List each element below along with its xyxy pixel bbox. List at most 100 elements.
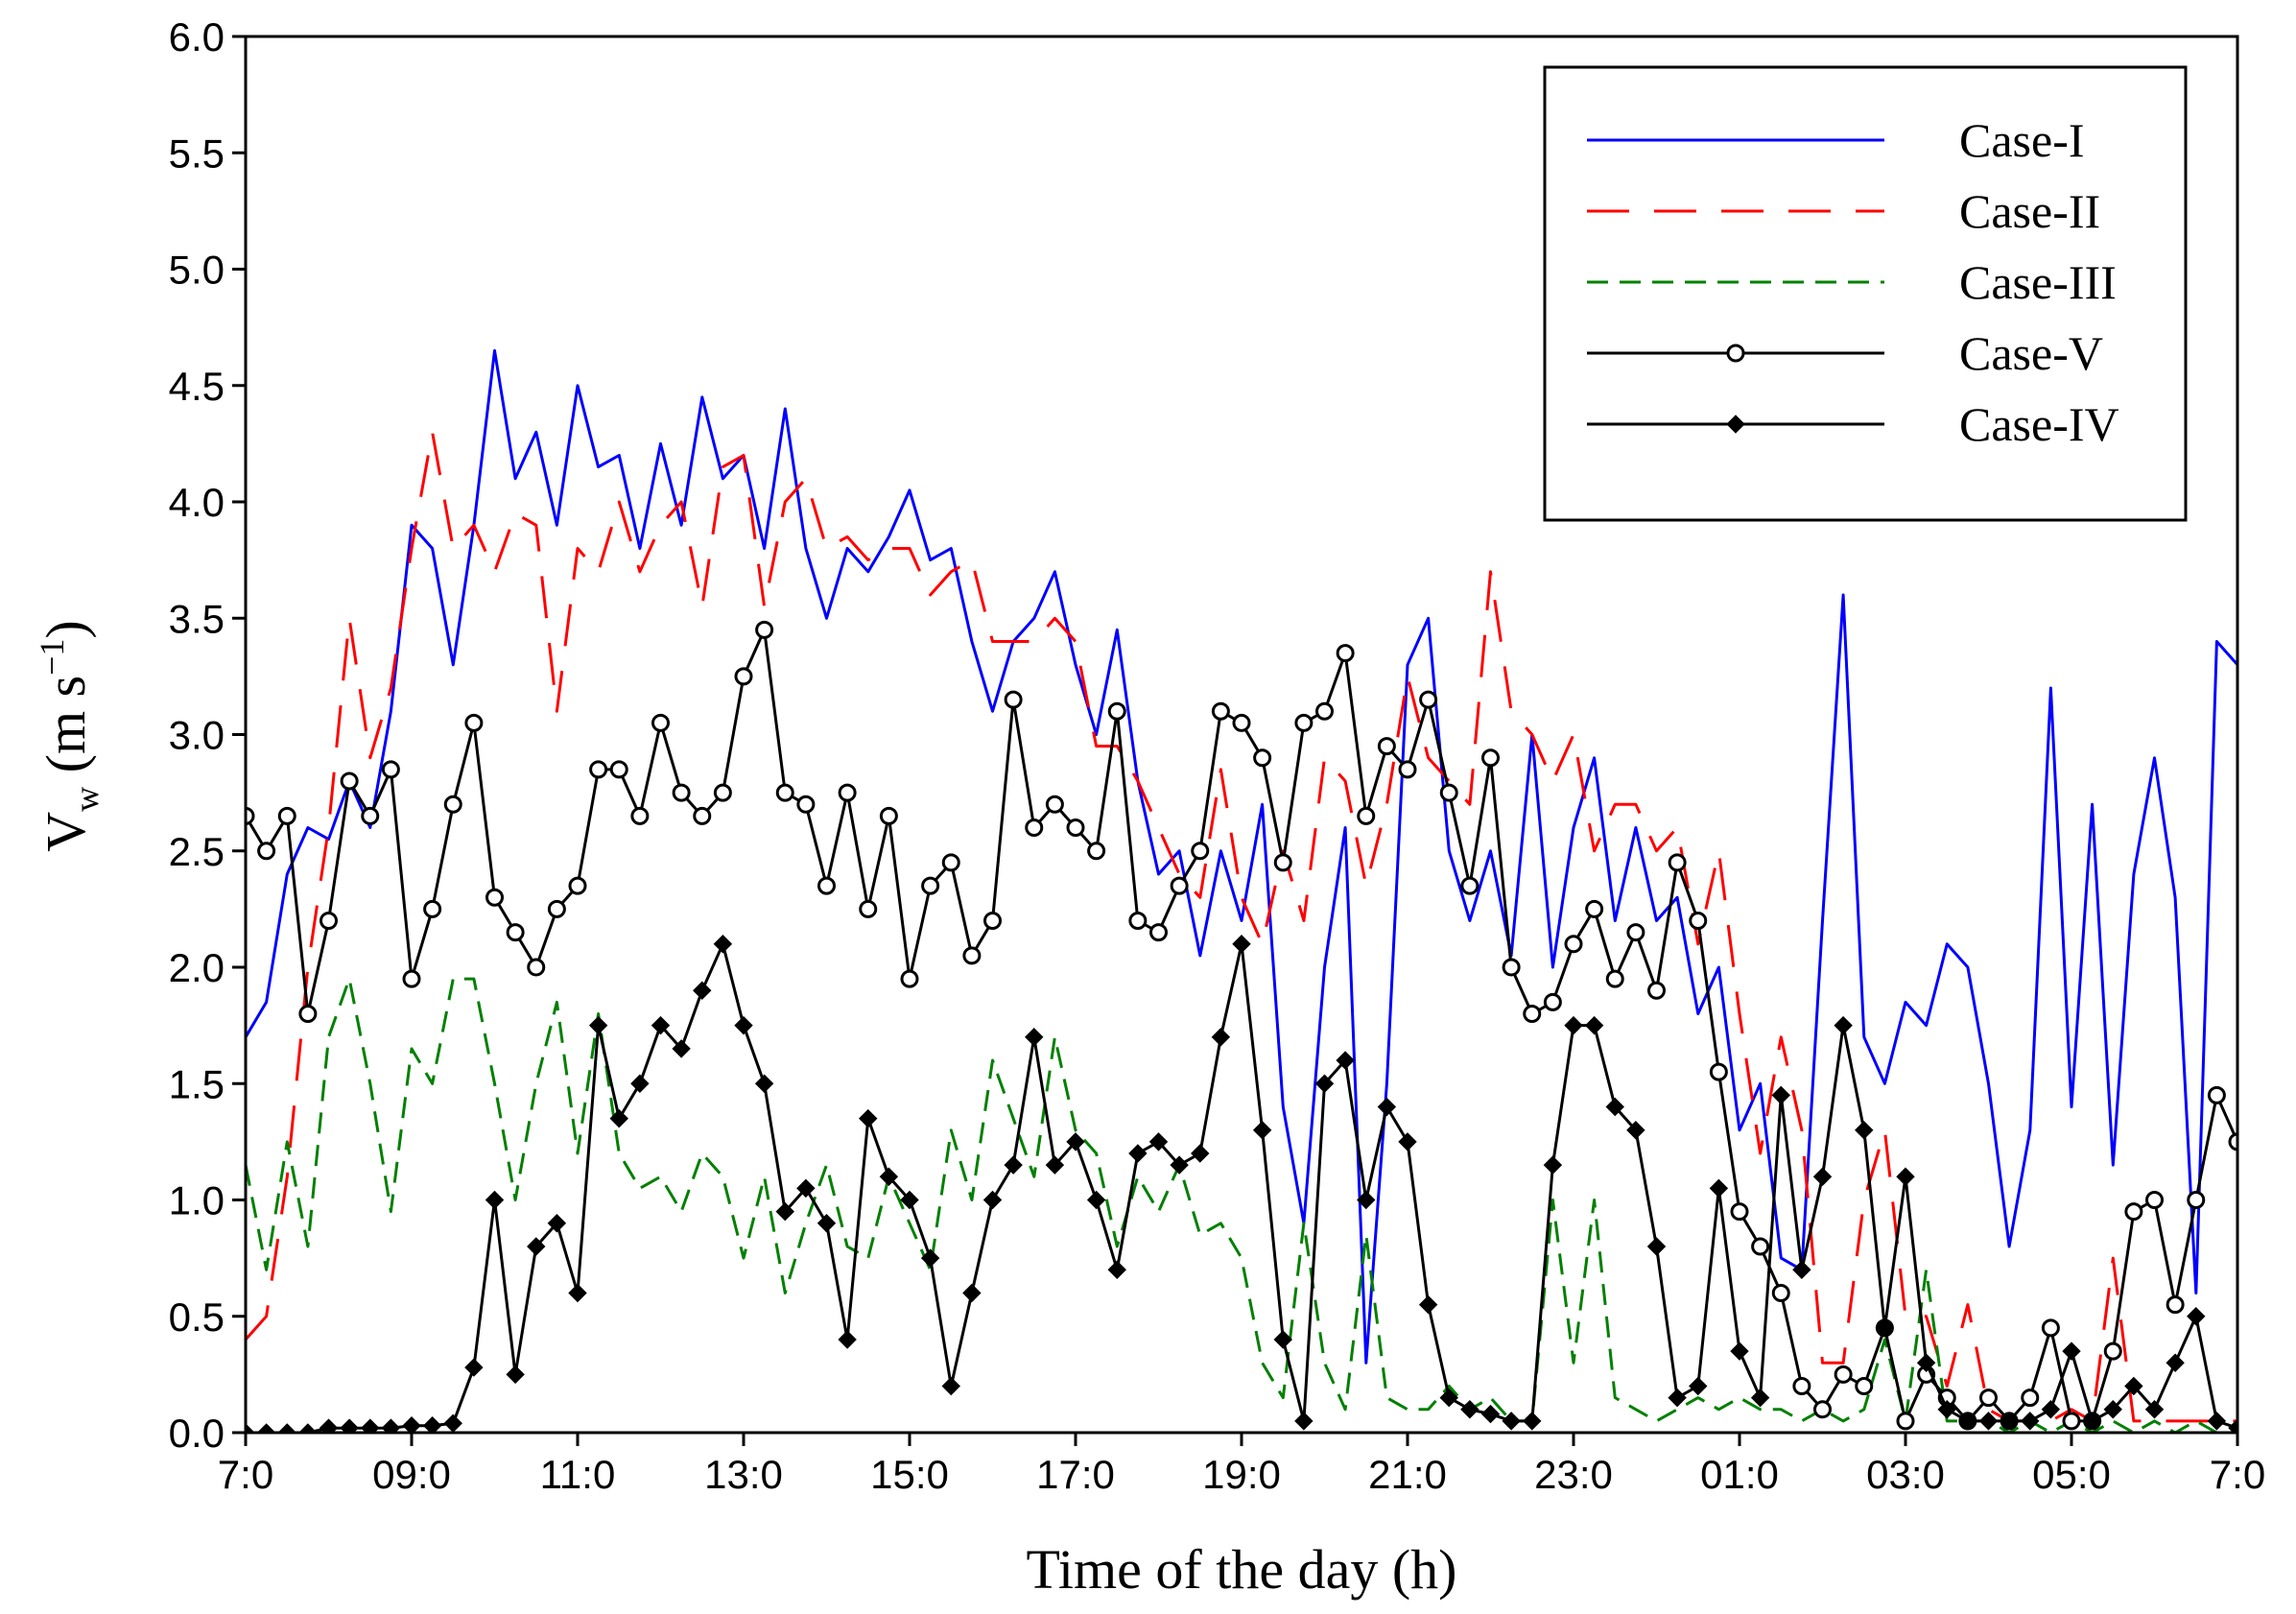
point [1460,876,1479,895]
point [2021,1389,2040,1408]
plot-frame [244,35,2239,1435]
point [1357,806,1376,825]
point [2166,1295,2185,1315]
point [1128,912,1148,930]
point [1585,899,1604,918]
point [1937,1400,1956,1419]
point [693,806,712,825]
y-tick-label: 5.0 [169,248,225,293]
point [713,935,733,954]
point [1646,1237,1667,1256]
point [1480,1404,1501,1424]
point [1232,935,1251,954]
point [1834,1015,1853,1035]
point [879,806,898,825]
x-tick-label: 17:0 [1036,1452,1115,1497]
point [1232,713,1251,732]
x-tick-label: 21:0 [1368,1452,1447,1497]
point [1253,748,1272,768]
point [1398,760,1417,779]
x-tick-label: 13:0 [704,1452,783,1497]
point [1418,1294,1438,1315]
point [589,760,608,779]
point [381,1418,401,1433]
legend-label: Case-I [1959,113,2085,167]
point [1004,1155,1023,1175]
x-tick-label: 19:0 [1202,1452,1281,1497]
point [1004,690,1023,709]
point [277,1423,296,1433]
point [609,760,628,779]
point [1771,1085,1790,1105]
point [1148,1132,1169,1151]
point [568,1283,587,1303]
x-tick-label: 05:0 [2032,1452,2111,1497]
point [1709,1062,1728,1081]
point [1626,1121,1645,1140]
point [1855,1121,1874,1140]
point [506,923,525,942]
point [1294,713,1314,732]
point [423,899,442,918]
point [1211,701,1230,721]
point [1626,923,1645,942]
point [1439,1388,1458,1408]
point [1170,1155,1189,1175]
point [1377,1097,1397,1117]
point [2166,1353,2185,1372]
point [381,760,400,779]
point [1252,1121,1272,1140]
point [527,958,546,977]
point [1771,1284,1790,1302]
y-tick-label: 2.0 [169,945,225,990]
y-axis-title-main: V [35,812,97,852]
point [1689,1376,1708,1396]
point [1979,1389,1998,1408]
point [1523,1412,1542,1431]
x-tick-label: 7:0 [2210,1452,2265,1497]
y-tick-label: 0.5 [169,1294,225,1340]
x-tick-label: 11:0 [540,1452,616,1497]
y-tick-label: 1.5 [169,1061,225,1106]
point [527,1237,546,1256]
point [1668,853,1687,872]
point [2062,1341,2081,1361]
point [1128,1144,1148,1163]
x-tick-label: 7:0 [218,1452,273,1497]
point [1211,1028,1231,1047]
y-tick-label: 1.0 [169,1178,225,1223]
point [1605,969,1624,988]
y-tick-label: 2.5 [169,829,225,874]
point [1730,1202,1749,1222]
point [1543,1155,1563,1175]
point [1564,1015,1583,1035]
point [2145,1191,2164,1209]
point [1792,1377,1811,1395]
point [1439,783,1458,802]
point [568,876,587,895]
point [775,783,794,802]
point [1896,1167,1915,1186]
x-axis-title: Time of the day (h) [1027,1538,1457,1601]
point [1730,1341,1749,1361]
point [962,1283,982,1303]
point [1066,1132,1085,1151]
series-line [246,348,2237,1365]
point [1314,1074,1335,1093]
point [298,1005,318,1023]
point [775,1201,794,1222]
point [422,1416,442,1433]
point [754,1074,774,1093]
legend-label: Case-IV [1959,397,2119,451]
point [2062,1412,2081,1431]
point [796,795,816,814]
point [246,806,255,825]
point [1191,1144,1210,1163]
point [1750,1388,1770,1408]
y-tick-label: 6.0 [169,14,225,59]
point [1855,1377,1874,1395]
point [941,853,960,872]
point [859,899,878,918]
point [277,806,296,825]
point [402,1416,421,1433]
